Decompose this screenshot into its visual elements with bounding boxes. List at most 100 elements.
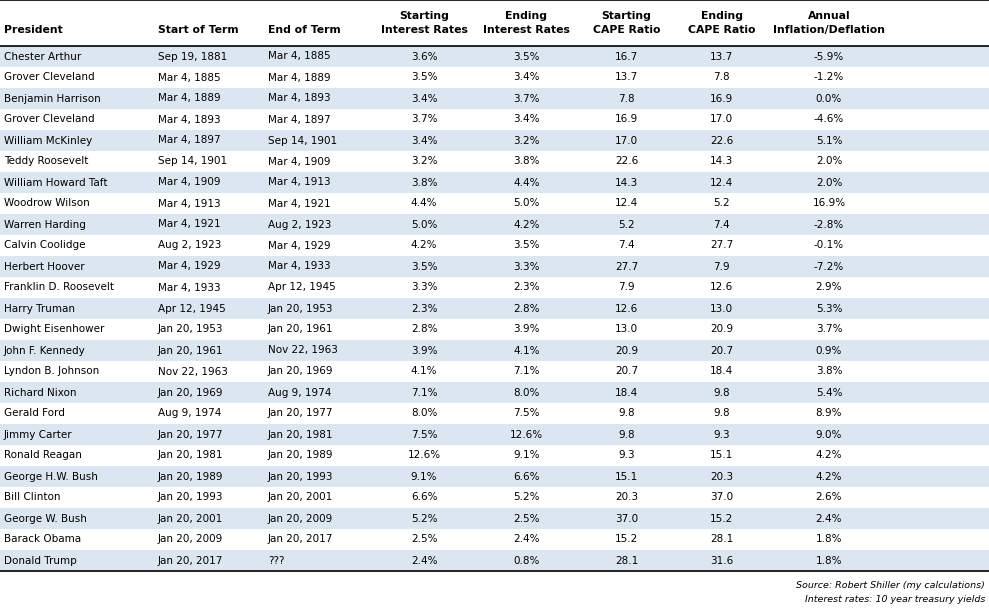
Text: 3.3%: 3.3% xyxy=(410,282,437,293)
Bar xyxy=(0,256,989,277)
Text: Mar 4, 1885: Mar 4, 1885 xyxy=(268,51,330,62)
Text: Start of Term: Start of Term xyxy=(158,25,238,35)
Text: 3.4%: 3.4% xyxy=(513,73,540,82)
Text: -1.2%: -1.2% xyxy=(814,73,845,82)
Bar xyxy=(0,277,989,298)
Text: William McKinley: William McKinley xyxy=(4,136,92,145)
Text: 12.6: 12.6 xyxy=(615,304,638,313)
Text: -2.8%: -2.8% xyxy=(814,219,845,230)
Text: 3.5%: 3.5% xyxy=(513,51,540,62)
Bar xyxy=(0,319,989,340)
Text: 20.3: 20.3 xyxy=(710,472,733,481)
Text: 16.9: 16.9 xyxy=(710,93,733,103)
Text: Apr 12, 1945: Apr 12, 1945 xyxy=(268,282,335,293)
Text: Jan 20, 1989: Jan 20, 1989 xyxy=(268,450,333,461)
Bar xyxy=(0,88,989,109)
Text: Jan 20, 1953: Jan 20, 1953 xyxy=(268,304,333,313)
Text: 5.2: 5.2 xyxy=(618,219,635,230)
Text: 3.5%: 3.5% xyxy=(513,241,540,251)
Text: 31.6: 31.6 xyxy=(710,555,733,566)
Text: 3.8%: 3.8% xyxy=(816,367,843,376)
Text: 12.4: 12.4 xyxy=(615,199,638,208)
Text: Mar 4, 1885: Mar 4, 1885 xyxy=(158,73,221,82)
Bar xyxy=(0,235,989,256)
Text: Source: Robert Shiller (my calculations): Source: Robert Shiller (my calculations) xyxy=(796,581,985,590)
Text: 4.2%: 4.2% xyxy=(816,472,843,481)
Text: Interest rates: 10 year treasury yields: Interest rates: 10 year treasury yields xyxy=(805,595,985,604)
Text: Mar 4, 1889: Mar 4, 1889 xyxy=(158,93,221,103)
Text: Donald Trump: Donald Trump xyxy=(4,555,77,566)
Text: 17.0: 17.0 xyxy=(710,114,733,125)
Text: 3.8%: 3.8% xyxy=(410,178,437,188)
Text: 27.7: 27.7 xyxy=(615,262,638,271)
Bar xyxy=(0,298,989,319)
Text: 12.4: 12.4 xyxy=(710,178,733,188)
Text: Teddy Roosevelt: Teddy Roosevelt xyxy=(4,156,88,167)
Text: President: President xyxy=(4,25,62,35)
Text: Mar 4, 1893: Mar 4, 1893 xyxy=(268,93,330,103)
Text: 9.1%: 9.1% xyxy=(410,472,437,481)
Bar xyxy=(0,529,989,550)
Text: 2.4%: 2.4% xyxy=(410,555,437,566)
Text: 37.0: 37.0 xyxy=(615,513,638,524)
Text: 20.9: 20.9 xyxy=(710,324,733,334)
Text: 7.4: 7.4 xyxy=(713,219,730,230)
Text: 2.0%: 2.0% xyxy=(816,156,843,167)
Text: 7.9: 7.9 xyxy=(618,282,635,293)
Text: 3.8%: 3.8% xyxy=(513,156,540,167)
Text: 6.6%: 6.6% xyxy=(513,472,540,481)
Text: 3.2%: 3.2% xyxy=(410,156,437,167)
Text: 2.3%: 2.3% xyxy=(513,282,540,293)
Text: 8.9%: 8.9% xyxy=(816,409,843,419)
Text: 7.1%: 7.1% xyxy=(410,387,437,398)
Text: 5.3%: 5.3% xyxy=(816,304,843,313)
Text: 12.6%: 12.6% xyxy=(510,430,543,439)
Text: 12.6%: 12.6% xyxy=(407,450,440,461)
Text: 9.3: 9.3 xyxy=(713,430,730,439)
Text: Jan 20, 2001: Jan 20, 2001 xyxy=(158,513,224,524)
Text: 1.8%: 1.8% xyxy=(816,555,843,566)
Text: 9.1%: 9.1% xyxy=(513,450,540,461)
Text: 5.2: 5.2 xyxy=(713,199,730,208)
Text: Jan 20, 1981: Jan 20, 1981 xyxy=(158,450,224,461)
Text: 3.2%: 3.2% xyxy=(513,136,540,145)
Text: 5.0%: 5.0% xyxy=(410,219,437,230)
Text: 9.0%: 9.0% xyxy=(816,430,843,439)
Text: 3.4%: 3.4% xyxy=(513,114,540,125)
Text: 3.4%: 3.4% xyxy=(410,93,437,103)
Text: 7.8: 7.8 xyxy=(713,73,730,82)
Bar xyxy=(0,193,989,214)
Text: Mar 4, 1889: Mar 4, 1889 xyxy=(268,73,330,82)
Text: Interest Rates: Interest Rates xyxy=(483,25,570,35)
Text: Jan 20, 1961: Jan 20, 1961 xyxy=(268,324,333,334)
Text: -7.2%: -7.2% xyxy=(814,262,845,271)
Text: 3.7%: 3.7% xyxy=(816,324,843,334)
Text: Harry Truman: Harry Truman xyxy=(4,304,75,313)
Text: 4.2%: 4.2% xyxy=(410,241,437,251)
Text: CAPE Ratio: CAPE Ratio xyxy=(687,25,756,35)
Bar xyxy=(0,214,989,235)
Text: Warren Harding: Warren Harding xyxy=(4,219,86,230)
Bar xyxy=(0,424,989,445)
Text: Jan 20, 1961: Jan 20, 1961 xyxy=(158,345,224,356)
Text: 2.8%: 2.8% xyxy=(513,304,540,313)
Text: Jan 20, 1981: Jan 20, 1981 xyxy=(268,430,333,439)
Text: 13.7: 13.7 xyxy=(710,51,733,62)
Text: Inflation/Deflation: Inflation/Deflation xyxy=(773,25,885,35)
Text: 15.1: 15.1 xyxy=(710,450,733,461)
Text: 7.1%: 7.1% xyxy=(513,367,540,376)
Text: Gerald Ford: Gerald Ford xyxy=(4,409,65,419)
Text: Mar 4, 1909: Mar 4, 1909 xyxy=(268,156,330,167)
Text: 18.4: 18.4 xyxy=(710,367,733,376)
Text: 28.1: 28.1 xyxy=(615,555,638,566)
Text: 13.0: 13.0 xyxy=(710,304,733,313)
Text: Nov 22, 1963: Nov 22, 1963 xyxy=(158,367,227,376)
Text: George H.W. Bush: George H.W. Bush xyxy=(4,472,98,481)
Text: Jan 20, 1993: Jan 20, 1993 xyxy=(158,492,224,502)
Text: Dwight Eisenhower: Dwight Eisenhower xyxy=(4,324,105,334)
Text: Jan 20, 1969: Jan 20, 1969 xyxy=(268,367,333,376)
Text: Mar 4, 1893: Mar 4, 1893 xyxy=(158,114,221,125)
Text: Benjamin Harrison: Benjamin Harrison xyxy=(4,93,101,103)
Text: Ending: Ending xyxy=(505,11,548,21)
Text: Jan 20, 1977: Jan 20, 1977 xyxy=(158,430,224,439)
